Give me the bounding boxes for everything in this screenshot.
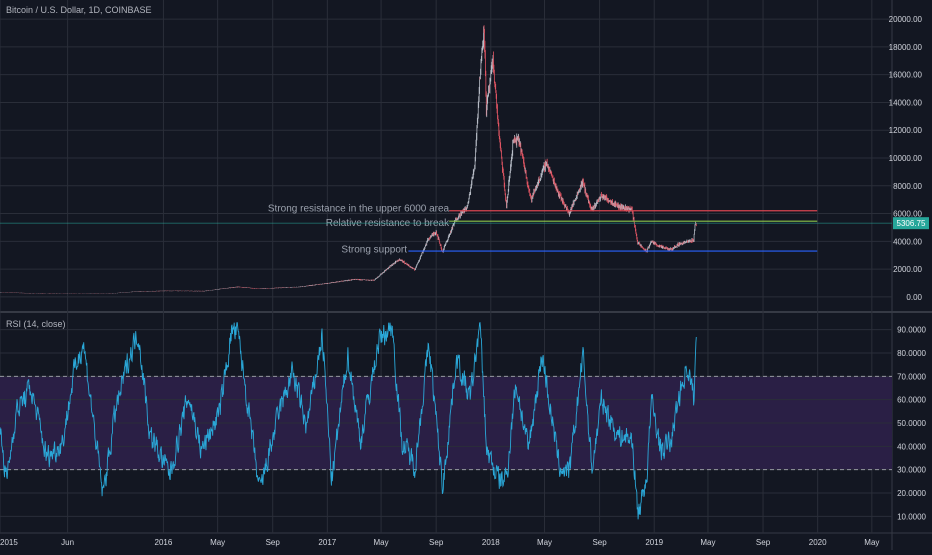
annotation-label: Strong support xyxy=(341,244,407,255)
time-axis-label: 2015 xyxy=(0,538,18,547)
rsi-axis-label: 40.0000 xyxy=(897,442,926,451)
price-axis-label: 20000.00 xyxy=(889,15,923,24)
time-axis-label: 2020 xyxy=(809,538,827,547)
price-axis-label: 8000.00 xyxy=(893,182,922,191)
rsi-axis-label: 80.0000 xyxy=(897,349,926,358)
rsi-axis-label: 50.0000 xyxy=(897,419,926,428)
time-axis-label: 2019 xyxy=(645,538,663,547)
price-axis-label: 16000.00 xyxy=(889,71,923,80)
rsi-axis-label: 10.0000 xyxy=(897,512,926,521)
price-axis-label: 10000.00 xyxy=(889,154,923,163)
annotation-label: Strong resistance in the upper 6000 area xyxy=(268,203,450,214)
price-axis-label: 4000.00 xyxy=(893,237,922,246)
chart-title: Bitcoin / U.S. Dollar, 1D, COINBASE xyxy=(6,5,152,15)
rsi-axis-label: 20.0000 xyxy=(897,489,926,498)
time-axis-label: Sep xyxy=(429,538,444,547)
rsi-axis-label: 70.0000 xyxy=(897,372,926,381)
current-price-tag xyxy=(893,217,929,230)
rsi-title: RSI (14, close) xyxy=(6,319,66,329)
time-axis-label: 2017 xyxy=(318,538,336,547)
time-axis-label: 2016 xyxy=(155,538,173,547)
price-axis-label: 6000.00 xyxy=(893,210,922,219)
rsi-axis-label: 90.0000 xyxy=(897,326,926,335)
price-axis-label: 0.00 xyxy=(906,293,922,302)
time-axis-label: Jun xyxy=(61,538,74,547)
time-axis-label: 2018 xyxy=(482,538,500,547)
current-price-label: 5306.75 xyxy=(897,219,926,228)
price-axis-label: 18000.00 xyxy=(889,43,923,52)
rsi-axis-label: 60.0000 xyxy=(897,396,926,405)
time-axis-label: May xyxy=(700,538,715,547)
price-axis-label: 2000.00 xyxy=(893,265,922,274)
rsi-line xyxy=(0,322,697,520)
price-axis-label: 14000.00 xyxy=(889,98,923,107)
time-axis-label: Sep xyxy=(266,538,281,547)
rsi-axis-label: 30.0000 xyxy=(897,466,926,475)
time-axis-label: Sep xyxy=(756,538,771,547)
time-axis-label: May xyxy=(864,538,879,547)
time-axis-label: Sep xyxy=(592,538,607,547)
price-axis-label: 12000.00 xyxy=(889,126,923,135)
time-axis-label: May xyxy=(537,538,552,547)
time-axis-label: May xyxy=(210,538,225,547)
time-axis-label: May xyxy=(374,538,389,547)
